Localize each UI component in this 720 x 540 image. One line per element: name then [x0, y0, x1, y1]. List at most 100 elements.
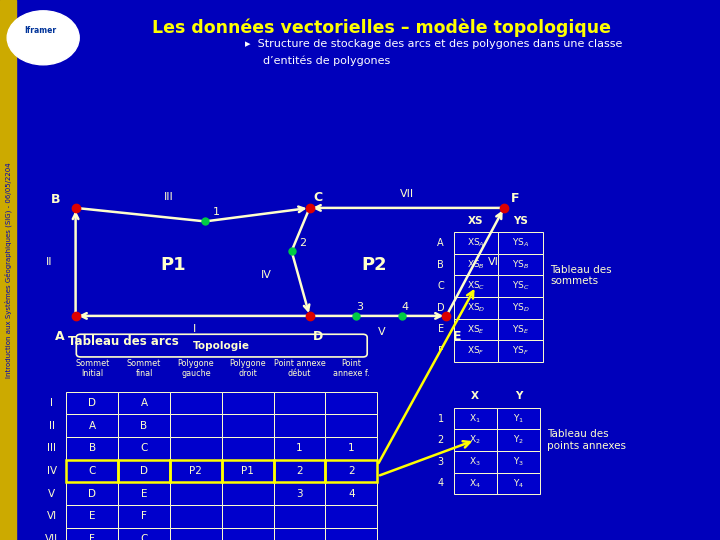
Text: XS$_{D}$: XS$_{D}$ — [467, 301, 485, 314]
Text: 1: 1 — [438, 414, 444, 423]
Text: B: B — [140, 421, 148, 430]
Text: Sommet
final: Sommet final — [127, 359, 161, 379]
Text: B: B — [89, 443, 96, 453]
Text: E: E — [438, 325, 444, 334]
Text: X: X — [471, 391, 480, 401]
Bar — [118, 437, 170, 460]
Bar — [274, 482, 325, 505]
Text: V: V — [48, 489, 55, 498]
Circle shape — [7, 11, 79, 65]
Text: E: E — [140, 489, 148, 498]
Bar — [497, 429, 540, 451]
Text: ▸  Structure de stockage des arcs et des polygones dans une classe: ▸ Structure de stockage des arcs et des … — [245, 39, 622, 49]
Bar — [66, 392, 118, 414]
Text: d’entités de polygones: d’entités de polygones — [263, 55, 390, 65]
Text: XS$_{C}$: XS$_{C}$ — [467, 280, 485, 293]
Bar — [274, 460, 325, 482]
Text: D: D — [437, 303, 444, 313]
Text: Point annexe
début: Point annexe début — [274, 359, 325, 379]
Text: VI: VI — [47, 511, 57, 521]
Text: X$_{4}$: X$_{4}$ — [469, 477, 481, 490]
Bar — [222, 528, 274, 540]
Text: Polygone
droit: Polygone droit — [230, 359, 266, 379]
Text: Tableau des
points annexes: Tableau des points annexes — [547, 429, 626, 451]
Bar — [222, 437, 274, 460]
Text: D: D — [313, 330, 323, 343]
Text: YS$_{F}$: YS$_{F}$ — [512, 345, 529, 357]
Text: XS: XS — [468, 215, 484, 226]
Text: D: D — [88, 489, 96, 498]
Text: II: II — [45, 257, 53, 267]
Text: I: I — [50, 398, 53, 408]
Bar — [454, 232, 498, 254]
Text: A: A — [437, 238, 444, 248]
Bar — [454, 319, 498, 340]
Text: P1: P1 — [241, 466, 254, 476]
Bar — [454, 340, 498, 362]
Bar — [497, 408, 540, 429]
Bar — [170, 460, 222, 482]
Text: 2: 2 — [296, 466, 303, 476]
Text: I: I — [193, 325, 196, 334]
Text: YS$_{E}$: YS$_{E}$ — [512, 323, 529, 336]
Text: VII: VII — [400, 190, 414, 199]
Bar — [454, 408, 497, 429]
Text: 2: 2 — [438, 435, 444, 445]
Text: Y: Y — [515, 391, 522, 401]
Text: P1: P1 — [160, 255, 186, 274]
Text: YS$_{A}$: YS$_{A}$ — [512, 237, 529, 249]
Bar — [274, 437, 325, 460]
Text: XS$_{A}$: XS$_{A}$ — [467, 237, 485, 249]
Bar — [222, 482, 274, 505]
Bar — [325, 392, 377, 414]
Bar — [274, 528, 325, 540]
Text: 2: 2 — [299, 238, 306, 248]
Text: IV: IV — [261, 271, 272, 280]
Text: P2: P2 — [361, 255, 387, 274]
Text: 1: 1 — [212, 207, 220, 217]
Text: F: F — [438, 346, 444, 356]
Bar — [170, 460, 222, 482]
Text: XS$_{F}$: XS$_{F}$ — [467, 345, 485, 357]
Text: V: V — [378, 327, 385, 337]
Bar — [66, 528, 118, 540]
Bar — [454, 451, 497, 472]
Bar — [66, 460, 118, 482]
Text: F: F — [510, 192, 519, 205]
Text: Y$_{1}$: Y$_{1}$ — [513, 412, 524, 425]
Text: 2: 2 — [348, 466, 355, 476]
Text: 4: 4 — [348, 489, 355, 498]
Bar — [274, 392, 325, 414]
Bar — [222, 505, 274, 528]
Bar — [118, 482, 170, 505]
Bar — [498, 254, 543, 275]
Bar — [454, 297, 498, 319]
Text: Topologie: Topologie — [193, 341, 251, 350]
Text: F: F — [89, 534, 95, 540]
Bar — [325, 482, 377, 505]
Bar — [325, 437, 377, 460]
Text: A: A — [55, 330, 65, 343]
Bar — [498, 275, 543, 297]
Text: 1: 1 — [296, 443, 303, 453]
Bar — [222, 414, 274, 437]
Bar — [0, 0, 16, 540]
Bar — [498, 319, 543, 340]
Bar — [325, 528, 377, 540]
Bar — [66, 460, 118, 482]
Text: 4: 4 — [401, 302, 408, 312]
Bar — [66, 505, 118, 528]
Text: Les données vectorielles – modèle topologique: Les données vectorielles – modèle topolo… — [152, 19, 611, 37]
Bar — [325, 414, 377, 437]
Bar — [274, 460, 325, 482]
Text: Iframer: Iframer — [24, 26, 56, 35]
Bar — [118, 528, 170, 540]
Bar — [274, 414, 325, 437]
Text: P2: P2 — [189, 466, 202, 476]
Bar — [170, 505, 222, 528]
Bar — [222, 460, 274, 482]
Bar — [66, 482, 118, 505]
Text: C: C — [140, 534, 148, 540]
Text: 3: 3 — [296, 489, 303, 498]
Text: III: III — [48, 443, 56, 453]
